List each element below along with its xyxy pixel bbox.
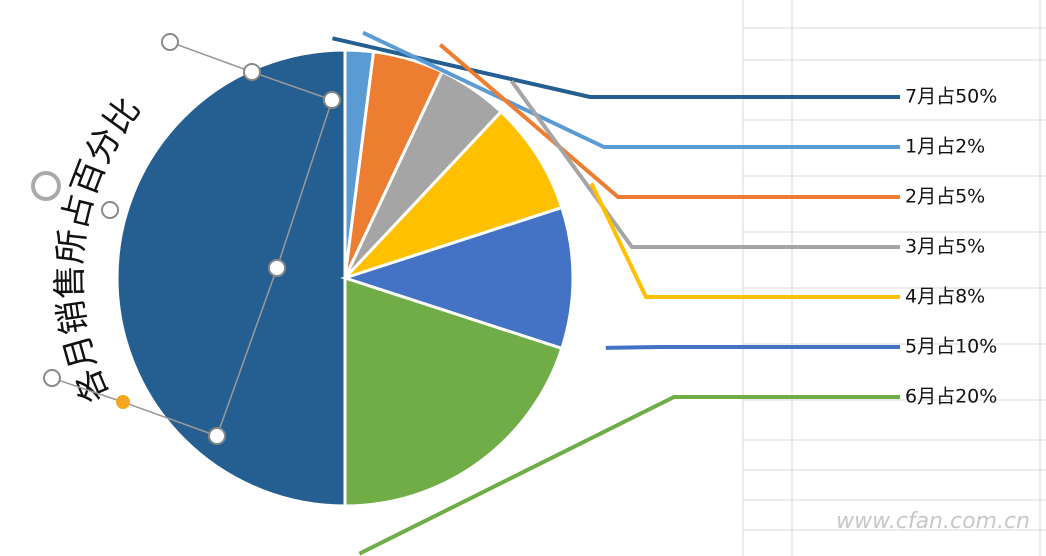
data-label: 5月占10%	[905, 336, 997, 358]
leader-line	[358, 395, 900, 556]
leader-line	[605, 345, 900, 350]
pie-slice	[340, 205, 575, 351]
data-label: 7月占50%	[905, 86, 997, 108]
watermark: www.cfan.com.cn	[836, 509, 1030, 534]
pie-slice	[343, 275, 564, 508]
leader-line	[509, 79, 900, 249]
pie	[115, 48, 575, 508]
selection-handles	[31, 33, 341, 445]
data-label: 4月占8%	[905, 286, 985, 308]
pie-slice	[343, 109, 564, 280]
sheet-grid	[742, 0, 1046, 556]
leader-line	[438, 43, 900, 199]
data-label: 1月占2%	[905, 136, 985, 158]
pie-slice	[115, 48, 347, 508]
leader-line	[589, 182, 900, 299]
leader-line	[362, 30, 900, 149]
data-label: 3月占5%	[905, 236, 985, 258]
data-label: 2月占5%	[905, 186, 985, 208]
leader-lines: 7月占50% 1月占2% 2月占5% 3月占5% 4月占8% 5月占10% 6月占20%	[331, 30, 997, 556]
data-label: 6月占20%	[905, 386, 997, 408]
